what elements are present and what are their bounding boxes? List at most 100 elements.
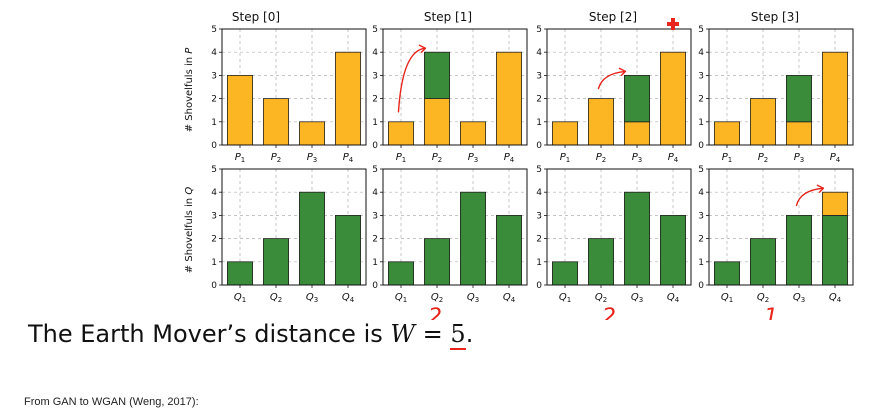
x-tick-label: P1 xyxy=(235,152,246,164)
emd-value: 5 xyxy=(450,320,466,350)
source-note: From GAN to WGAN (Weng, 2017): xyxy=(24,396,199,408)
step-cost-3: 1 xyxy=(764,305,778,320)
panel-r1-s0: 0 1 2 3 4 5 Q1 Q2 Q3 Q4 xyxy=(211,165,367,304)
y-tick-label: 2 xyxy=(698,95,704,105)
bar-green xyxy=(624,191,651,286)
chart-panels: 0 1 2 3 4 5 P1 P2 P3 P4 0 1 2 3 4 5 P1 P2 P3 P4 0 1 2 3 4 5 P1 P2 P3… xyxy=(211,25,854,304)
y-tick-label: 0 xyxy=(698,141,704,151)
bar-orange xyxy=(588,98,615,146)
y-tick-label: 5 xyxy=(372,165,378,175)
y-tick-label: 5 xyxy=(698,25,704,35)
bar-green xyxy=(459,191,486,286)
step-cost-2: 2 xyxy=(602,305,616,320)
y-tick-label: 2 xyxy=(211,95,217,105)
ylabel-row-0: # Shovelfuls in P xyxy=(184,47,195,133)
y-tick-label: 4 xyxy=(211,48,217,58)
y-tick-label: 4 xyxy=(211,188,217,198)
bar-green xyxy=(387,261,414,286)
bar-orange xyxy=(660,51,687,146)
y-tick-label: 4 xyxy=(698,48,704,58)
y-tick-label: 2 xyxy=(536,235,542,245)
x-tick-label: Q2 xyxy=(270,292,282,304)
move-arrow-icon xyxy=(597,67,627,90)
y-tick-label: 0 xyxy=(536,281,542,291)
bar-orange xyxy=(786,121,813,146)
y-tick-label: 3 xyxy=(698,71,704,81)
bar-green xyxy=(552,261,579,286)
y-tick-label: 3 xyxy=(536,71,542,81)
y-tick-label: 1 xyxy=(536,258,542,268)
y-tick-label: 0 xyxy=(211,281,217,291)
move-arrow-icon xyxy=(397,44,427,113)
bar-orange xyxy=(459,121,486,146)
y-tick-label: 5 xyxy=(211,25,217,35)
bar-orange xyxy=(334,51,361,146)
bar-orange xyxy=(387,121,414,146)
axes-frame xyxy=(546,168,692,286)
x-tick-label: P3 xyxy=(632,152,643,164)
y-tick-label: 3 xyxy=(372,211,378,221)
y-tick-label: 4 xyxy=(536,188,542,198)
x-tick-label: P4 xyxy=(504,152,515,164)
y-tick-label: 1 xyxy=(372,258,378,268)
step-title-0: Step [0] xyxy=(232,10,280,24)
bar-green xyxy=(750,238,777,286)
bar-orange xyxy=(298,121,325,146)
axes-frame xyxy=(382,168,528,286)
panel-r1-s3: 0 1 2 3 4 5 Q1 Q2 Q3 Q4 xyxy=(698,165,854,304)
y-tick-label: 1 xyxy=(372,118,378,128)
y-tick-label: 4 xyxy=(536,48,542,58)
x-tick-label: Q1 xyxy=(395,292,407,304)
y-tick-label: 0 xyxy=(536,141,542,151)
x-tick-label: P4 xyxy=(343,152,354,164)
x-tick-label: Q3 xyxy=(306,292,318,304)
bar-green xyxy=(660,214,687,286)
axes-frame xyxy=(221,168,367,286)
y-tick-label: 5 xyxy=(536,25,542,35)
panel-r0-s1: 0 1 2 3 4 5 P1 P2 P3 P4 xyxy=(372,25,528,164)
y-tick-label: 4 xyxy=(698,188,704,198)
y-tick-label: 5 xyxy=(372,25,378,35)
bar-green xyxy=(786,214,813,286)
y-tick-label: 2 xyxy=(698,235,704,245)
y-tick-label: 3 xyxy=(211,71,217,81)
bar-green xyxy=(423,51,450,100)
y-tick-label: 4 xyxy=(372,48,378,58)
y-tick-label: 5 xyxy=(698,165,704,175)
bar-green xyxy=(786,75,813,123)
y-tick-label: 3 xyxy=(698,211,704,221)
y-tick-label: 2 xyxy=(372,95,378,105)
bar-orange xyxy=(714,121,741,146)
y-tick-label: 0 xyxy=(372,281,378,291)
bar-green xyxy=(298,191,325,286)
y-tick-label: 2 xyxy=(211,235,217,245)
y-tick-label: 3 xyxy=(372,71,378,81)
panel-r0-s3: 0 1 2 3 4 5 P1 P2 P3 P4 xyxy=(698,25,854,164)
x-tick-label: P4 xyxy=(668,152,679,164)
w-symbol: W xyxy=(390,320,416,348)
x-tick-label: P2 xyxy=(758,152,769,164)
axes-frame xyxy=(382,28,528,146)
bar-green xyxy=(262,238,289,286)
y-tick-label: 2 xyxy=(536,95,542,105)
bar-orange xyxy=(750,98,777,146)
x-tick-label: P1 xyxy=(396,152,407,164)
x-tick-label: P3 xyxy=(794,152,805,164)
emd-figure: Step [0] Step [1] Step [2] Step [3] # Sh… xyxy=(184,10,854,320)
x-tick-label: P1 xyxy=(560,152,571,164)
x-tick-label: Q2 xyxy=(757,292,769,304)
axes-frame xyxy=(708,28,854,146)
bar-green xyxy=(588,238,615,286)
x-tick-label: Q4 xyxy=(342,292,355,304)
bar-green xyxy=(822,214,849,286)
x-tick-label: P3 xyxy=(468,152,479,164)
panel-r0-s0: 0 1 2 3 4 5 P1 P2 P3 P4 xyxy=(211,25,367,164)
y-tick-label: 0 xyxy=(372,141,378,151)
x-tick-label: P2 xyxy=(271,152,282,164)
bar-orange xyxy=(624,121,651,146)
x-tick-label: Q1 xyxy=(234,292,246,304)
y-tick-label: 1 xyxy=(536,118,542,128)
bar-orange xyxy=(226,75,253,146)
red-plus-icon xyxy=(667,18,679,30)
bar-green xyxy=(495,214,522,286)
